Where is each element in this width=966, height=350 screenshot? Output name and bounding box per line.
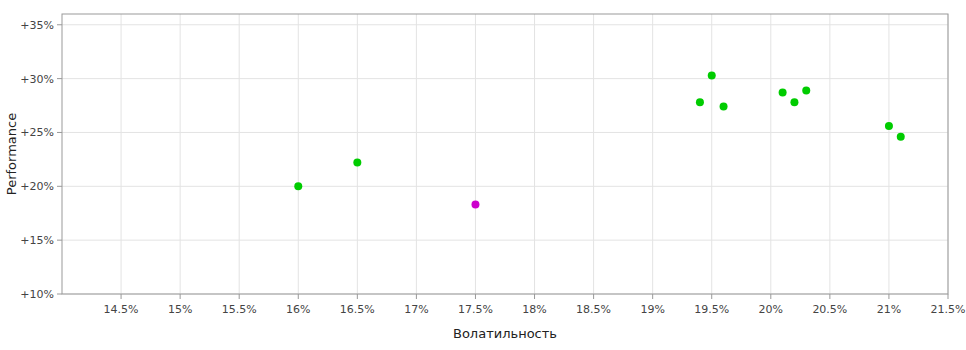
y-tick-label: +35% (20, 19, 54, 32)
y-tick (57, 186, 62, 187)
scatter-point (696, 98, 704, 106)
y-tick (57, 78, 62, 79)
chart-container: 14.5% 15% 15.5% 16% 16.5% 17% 17.5% 18% 18.5% 19%… (0, 0, 966, 350)
x-tick-label: 19% (640, 303, 664, 316)
x-tick-label: 18% (522, 303, 546, 316)
x-tick (652, 294, 653, 299)
x-tick (770, 294, 771, 299)
x-grid-line (298, 14, 299, 294)
x-tick (239, 294, 240, 299)
x-tick-label: 16.5% (340, 303, 375, 316)
x-grid-line (593, 14, 594, 294)
x-tick (888, 294, 889, 299)
y-grid-line (62, 132, 948, 133)
x-grid-line (180, 14, 181, 294)
scatter-point (897, 133, 905, 141)
series-1 (471, 201, 479, 209)
x-tick-label: 20.5% (812, 303, 847, 316)
y-grid-line (62, 78, 948, 79)
plot-background (62, 14, 948, 294)
x-tick (829, 294, 830, 299)
y-grid-line (62, 186, 948, 187)
x-grid-line (121, 14, 122, 294)
x-tick-label: 15% (168, 303, 192, 316)
y-axis-label: Performance (4, 113, 19, 195)
scatter-point (720, 103, 728, 111)
scatter-point (790, 98, 798, 106)
scatter-point (353, 159, 361, 167)
x-tick (475, 294, 476, 299)
x-tick (180, 294, 181, 299)
x-tick-label: 17.5% (458, 303, 493, 316)
x-tick-label: 16% (286, 303, 310, 316)
x-tick (298, 294, 299, 299)
y-tick (57, 24, 62, 25)
x-grid-line (475, 14, 476, 294)
x-axis: 14.5% 15% 15.5% 16% 16.5% 17% 17.5% 18% 18.5% 19%… (104, 294, 966, 316)
x-tick-label: 19.5% (694, 303, 729, 316)
scatter-point (779, 89, 787, 97)
x-axis-label: Волатильность (453, 326, 557, 341)
y-tick-label: +30% (20, 73, 54, 86)
x-tick-label: 20% (759, 303, 783, 316)
page: {"chart_data": { "type": "scatter", "xla… (0, 0, 966, 350)
x-tick (711, 294, 712, 299)
x-tick-label: 14.5% (104, 303, 139, 316)
x-tick-label: 21% (877, 303, 901, 316)
x-grid-line (888, 14, 889, 294)
y-tick (57, 240, 62, 241)
x-grid-line (652, 14, 653, 294)
x-tick (948, 294, 949, 299)
x-grid-line (357, 14, 358, 294)
x-tick (357, 294, 358, 299)
scatter-point (471, 201, 479, 209)
y-tick-label: +25% (20, 126, 54, 139)
x-tick-label: 17% (404, 303, 428, 316)
x-grid-line (770, 14, 771, 294)
x-grid-line (711, 14, 712, 294)
x-tick-label: 21.5% (931, 303, 966, 316)
y-tick-label: +10% (20, 288, 54, 301)
x-tick-label: 18.5% (576, 303, 611, 316)
y-grid-line (62, 240, 948, 241)
scatter-point (708, 71, 716, 79)
y-tick-label: +15% (20, 234, 54, 247)
x-grid-line (534, 14, 535, 294)
x-tick (416, 294, 417, 299)
y-tick (57, 132, 62, 133)
series-0 (294, 71, 904, 190)
grid (62, 14, 948, 294)
scatter-point (885, 122, 893, 130)
x-tick (593, 294, 594, 299)
x-tick (534, 294, 535, 299)
y-grid-line (62, 24, 948, 25)
points (294, 71, 904, 208)
scatter-point (294, 182, 302, 190)
y-tick-label: +20% (20, 180, 54, 193)
x-grid-line (829, 14, 830, 294)
chart-svg: 14.5% 15% 15.5% 16% 16.5% 17% 17.5% 18% 18.5% 19%… (0, 0, 966, 350)
x-grid-line (416, 14, 417, 294)
y-tick (57, 294, 62, 295)
y-axis: +10% +15% +20% +25% +30% +35% (20, 19, 62, 301)
x-tick (121, 294, 122, 299)
x-grid-line (239, 14, 240, 294)
x-tick-label: 15.5% (222, 303, 257, 316)
scatter-point (802, 86, 810, 94)
plot-frame (62, 14, 948, 294)
